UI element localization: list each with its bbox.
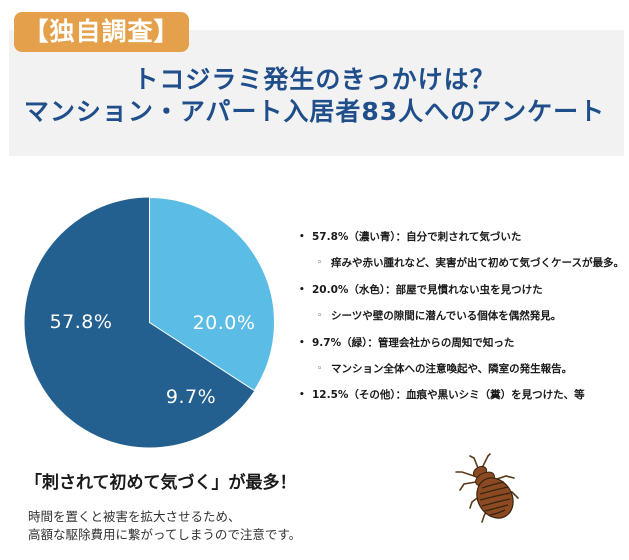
chart-legend: • 57.8%（濃い青）：自分で刺されて気づいた ◦ 痒みや赤い腫れなど、実害が… — [296, 226, 629, 411]
sub-bullet-icon: ◦ — [317, 311, 323, 322]
sub-bullet-icon: ◦ — [317, 363, 323, 374]
pie-chart-graphic — [24, 197, 275, 448]
sub-bullet-icon: ◦ — [317, 258, 323, 269]
pie-label-20-0: 20.0% — [192, 312, 256, 334]
legend-subitem: ◦ 痒みや赤い腫れなど、実害が出て初めて気づくケースが最多。 — [296, 252, 629, 278]
legend-subtext: 痒みや赤い腫れなど、実害が出て初めて気づくケースが最多。 — [331, 257, 624, 270]
bedbug-icon — [450, 450, 530, 530]
legend-item: • 12.5%（その他）：血痕や黒いシミ（糞）を見つけた、等 — [296, 384, 629, 410]
bullet-icon: • — [299, 232, 305, 242]
page-title-line2: マンション・アパート入居者83人へのアンケート — [23, 97, 606, 126]
pie-slice-light-blue — [149, 197, 275, 392]
page-title-line1: トコジラミ発生のきっかけは？ — [133, 65, 496, 94]
legend-item: • 20.0%（水色）：部屋で見慣れない虫を見つけた — [296, 279, 629, 305]
survey-badge: 【独自調査】 — [14, 12, 189, 52]
caption-body-line2: 高額な駆除費用に繋がってしまうので注意です。 — [28, 527, 302, 542]
legend-item: • 57.8%（濃い青）：自分で刺されて気づいた — [296, 226, 629, 252]
caption-body-line1: 時間を置くと被害を拡大させるため、 — [28, 509, 241, 524]
caption-headline: 「刺されて初めて気づく」が最多！ — [25, 473, 297, 493]
bullet-icon: • — [299, 337, 305, 348]
legend-text: 9.7%（緑）：管理会社からの周知で知った — [312, 336, 515, 349]
legend-text: 57.8%（濃い青）：自分で刺されて気づいた — [312, 231, 522, 243]
legend-subitem: ◦ マンション全体への注意喚起や、隣室の発生報告。 — [296, 358, 629, 384]
bullet-icon: • — [299, 284, 305, 295]
pie-label-9-7: 9.7% — [165, 386, 217, 408]
pie-label-57-8: 57.8% — [49, 311, 113, 333]
legend-subitem: ◦ シーツや壁の隙間に潜んでいる個体を偶然発見。 — [296, 305, 629, 331]
legend-subtext: マンション全体への注意喚起や、隣室の発生報告。 — [331, 362, 573, 375]
pie-chart: 57.8% 20.0% 9.7% — [24, 197, 275, 448]
legend-text: 20.0%（水色）：部屋で見慣れない虫を見つけた — [312, 283, 543, 296]
bullet-icon: • — [299, 390, 305, 401]
legend-item: • 9.7%（緑）：管理会社からの周知で知った — [296, 332, 629, 358]
legend-subtext: シーツや壁の隙間に潜んでいる個体を偶然発見。 — [331, 310, 562, 323]
legend-text: 12.5%（その他）：血痕や黒いシミ（糞）を見つけた、等 — [312, 389, 585, 402]
